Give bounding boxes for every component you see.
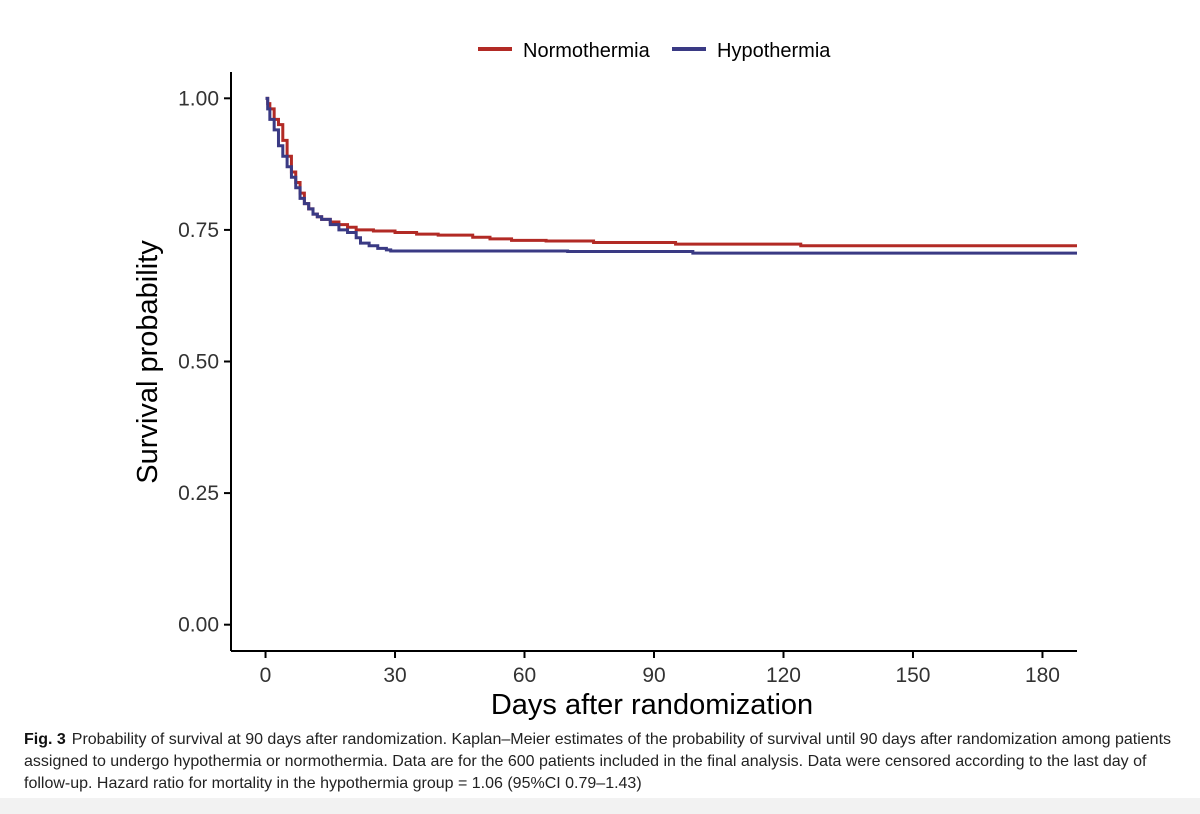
legend: Normothermia Hypothermia [478,40,831,62]
x-ticks: 0 30 60 90 120 150 180 [260,651,1060,687]
caption-label: Fig. 3 [24,731,66,748]
y-tick-label: 0.25 [178,482,219,505]
series-layer [265,96,1077,255]
x-tick-label: 0 [260,664,272,687]
x-tick-label: 60 [513,664,536,687]
y-axis-title: Survival probability [132,240,164,484]
figure-caption: Fig. 3 Probability of survival at 90 days… [24,729,1184,795]
x-tick-label: 30 [383,664,406,687]
y-tick-label: 0.75 [178,219,219,242]
y-tick-label: 0.00 [178,614,219,637]
series-line-normothermia [265,96,1077,248]
y-ticks: 0.00 0.25 0.50 0.75 1.00 [178,87,231,637]
x-tick-label: 180 [1025,664,1060,687]
x-tick-label: 120 [766,664,801,687]
y-tick-label: 1.00 [178,87,219,110]
axes-layer: 0.00 0.25 0.50 0.75 1.00 0 30 60 90 120 150 180 [178,72,1077,687]
legend-label-hypothermia: Hypothermia [717,40,831,62]
kaplan-meier-chart: Normothermia Hypothermia 0.00 0.25 0.50 0.75… [132,40,1077,721]
y-tick-label: 0.50 [178,351,219,374]
page-bottom-strip [0,798,1200,814]
legend-label-normothermia: Normothermia [523,40,651,62]
caption-text: Probability of survival at 90 days after… [24,731,1172,792]
series-line-hypothermia [265,96,1077,255]
x-tick-label: 90 [642,664,665,687]
x-tick-label: 150 [895,664,930,687]
x-axis-title: Days after randomization [491,689,813,721]
